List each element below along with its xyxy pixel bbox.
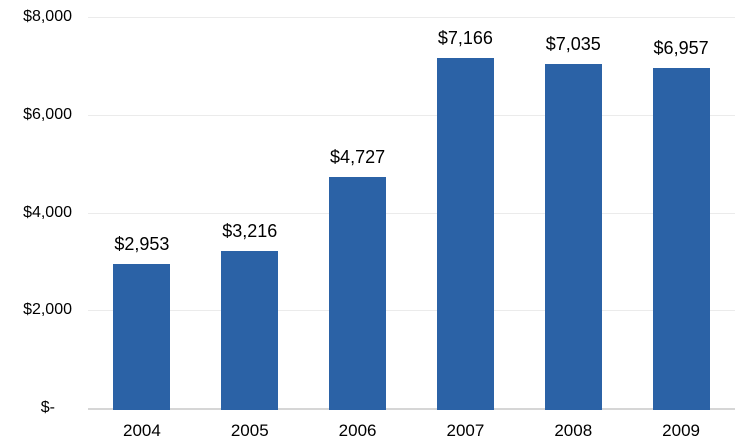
gridline [88,310,735,312]
bar-2009 [652,67,710,410]
bar-2004 [113,263,171,410]
x-axis-tick-label: 2008 [554,421,593,440]
y-axis-tick-label: $8,000 [23,8,72,25]
bar-2007 [436,57,494,410]
bar-2008 [544,64,602,410]
x-axis-tick-label: 2009 [662,421,700,440]
x-axis-tick-label: 2004 [122,421,161,440]
y-axis-tick-label: $4,000 [23,203,72,221]
bar-value-label: $3,216 [222,220,278,241]
bar-value-label: $7,035 [545,34,601,55]
bar-value-label: $6,957 [653,37,709,58]
y-axis-tick-label: $6,000 [23,105,72,123]
y-axis-tick-label: $2,000 [23,301,72,319]
bar-value-label: $4,727 [330,146,386,167]
x-axis-tick-label: 2005 [230,421,269,440]
x-axis-tick-label: 2006 [338,421,377,440]
bar-value-label: $2,953 [114,233,170,254]
gridline [88,212,735,214]
y-axis-tick-label: $- [40,399,55,416]
bar-2006 [329,176,387,410]
bar-value-label: $7,166 [437,27,493,48]
x-axis-line [88,408,735,410]
gridline [88,114,735,116]
bar-2005 [221,250,279,410]
x-axis-tick-label: 2007 [446,421,485,440]
gridline [88,17,735,18]
